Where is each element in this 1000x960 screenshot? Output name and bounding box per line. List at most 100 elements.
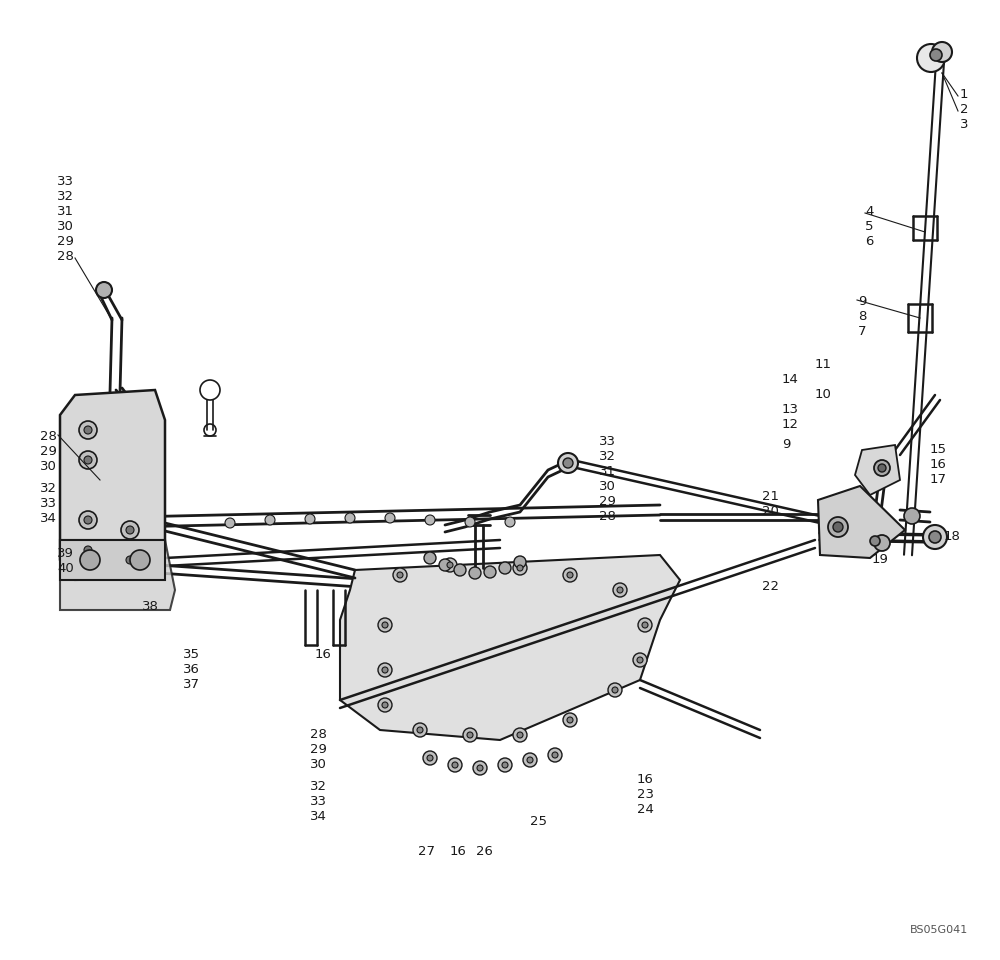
Circle shape bbox=[378, 618, 392, 632]
Text: 13: 13 bbox=[782, 403, 799, 416]
Text: 27: 27 bbox=[418, 845, 435, 858]
Circle shape bbox=[378, 663, 392, 677]
Text: 34: 34 bbox=[310, 810, 327, 823]
Text: 28: 28 bbox=[57, 250, 74, 263]
Circle shape bbox=[425, 515, 435, 525]
Circle shape bbox=[84, 456, 92, 464]
Text: 20: 20 bbox=[762, 505, 779, 518]
Circle shape bbox=[613, 583, 627, 597]
Circle shape bbox=[642, 622, 648, 628]
Text: 34: 34 bbox=[40, 512, 57, 525]
Circle shape bbox=[345, 513, 355, 523]
Text: 17: 17 bbox=[930, 473, 947, 486]
Text: 31: 31 bbox=[599, 465, 616, 478]
Text: 28: 28 bbox=[310, 728, 327, 741]
Text: 32: 32 bbox=[599, 450, 616, 463]
Text: 16: 16 bbox=[930, 458, 947, 471]
Circle shape bbox=[608, 683, 622, 697]
Circle shape bbox=[423, 751, 437, 765]
Text: 11: 11 bbox=[815, 358, 832, 371]
Circle shape bbox=[413, 723, 427, 737]
Circle shape bbox=[84, 516, 92, 524]
Circle shape bbox=[932, 42, 952, 62]
Circle shape bbox=[447, 562, 453, 568]
Text: 23: 23 bbox=[637, 788, 654, 801]
Circle shape bbox=[382, 667, 388, 673]
Text: 22: 22 bbox=[762, 580, 779, 593]
Text: 38: 38 bbox=[142, 600, 159, 613]
Circle shape bbox=[874, 535, 890, 551]
Circle shape bbox=[424, 552, 436, 564]
Text: 40: 40 bbox=[57, 562, 74, 575]
Text: 15: 15 bbox=[930, 443, 947, 456]
Text: 37: 37 bbox=[183, 678, 200, 691]
Circle shape bbox=[517, 565, 523, 571]
Text: 35: 35 bbox=[183, 648, 200, 661]
Circle shape bbox=[513, 561, 527, 575]
Text: 33: 33 bbox=[40, 497, 57, 510]
Circle shape bbox=[498, 758, 512, 772]
Circle shape bbox=[633, 653, 647, 667]
Text: 6: 6 bbox=[865, 235, 873, 248]
Circle shape bbox=[638, 618, 652, 632]
Polygon shape bbox=[855, 445, 900, 495]
Circle shape bbox=[612, 687, 618, 693]
Circle shape bbox=[439, 559, 451, 571]
Circle shape bbox=[929, 531, 941, 543]
Text: 4: 4 bbox=[865, 205, 873, 218]
Text: 29: 29 bbox=[40, 445, 57, 458]
Circle shape bbox=[567, 572, 573, 578]
Text: 29: 29 bbox=[310, 743, 327, 756]
Circle shape bbox=[382, 702, 388, 708]
Text: 16: 16 bbox=[637, 773, 654, 786]
Circle shape bbox=[467, 732, 473, 738]
Circle shape bbox=[121, 521, 139, 539]
Circle shape bbox=[923, 525, 947, 549]
Circle shape bbox=[523, 753, 537, 767]
Text: 33: 33 bbox=[310, 795, 327, 808]
Circle shape bbox=[225, 518, 235, 528]
Text: 9: 9 bbox=[782, 438, 790, 451]
Text: 30: 30 bbox=[599, 480, 616, 493]
Text: 36: 36 bbox=[183, 663, 200, 676]
Circle shape bbox=[452, 762, 458, 768]
Text: 32: 32 bbox=[57, 190, 74, 203]
Text: 19: 19 bbox=[872, 553, 889, 566]
Text: 31: 31 bbox=[57, 205, 74, 218]
Circle shape bbox=[305, 514, 315, 524]
Circle shape bbox=[130, 550, 150, 570]
Circle shape bbox=[121, 551, 139, 569]
Circle shape bbox=[382, 622, 388, 628]
Text: 26: 26 bbox=[476, 845, 493, 858]
Circle shape bbox=[443, 558, 457, 572]
Circle shape bbox=[473, 761, 487, 775]
Circle shape bbox=[637, 657, 643, 663]
Circle shape bbox=[563, 713, 577, 727]
Circle shape bbox=[517, 732, 523, 738]
Text: 28: 28 bbox=[40, 430, 57, 443]
Text: 33: 33 bbox=[57, 175, 74, 188]
Text: 28: 28 bbox=[599, 510, 616, 523]
Text: 33: 33 bbox=[599, 435, 616, 448]
Text: 32: 32 bbox=[310, 780, 327, 793]
Polygon shape bbox=[818, 486, 905, 558]
Text: 24: 24 bbox=[637, 803, 654, 816]
Circle shape bbox=[563, 568, 577, 582]
Circle shape bbox=[870, 536, 880, 546]
Circle shape bbox=[454, 564, 466, 576]
Circle shape bbox=[874, 460, 890, 476]
Circle shape bbox=[502, 762, 508, 768]
Circle shape bbox=[617, 587, 623, 593]
Circle shape bbox=[833, 522, 843, 532]
Text: 21: 21 bbox=[762, 490, 779, 503]
Text: 9: 9 bbox=[858, 295, 866, 308]
Circle shape bbox=[397, 572, 403, 578]
Circle shape bbox=[79, 421, 97, 439]
Circle shape bbox=[417, 727, 423, 733]
Circle shape bbox=[917, 44, 945, 72]
Text: 30: 30 bbox=[310, 758, 327, 771]
Circle shape bbox=[80, 550, 100, 570]
Circle shape bbox=[84, 546, 92, 554]
Circle shape bbox=[126, 556, 134, 564]
Circle shape bbox=[79, 451, 97, 469]
